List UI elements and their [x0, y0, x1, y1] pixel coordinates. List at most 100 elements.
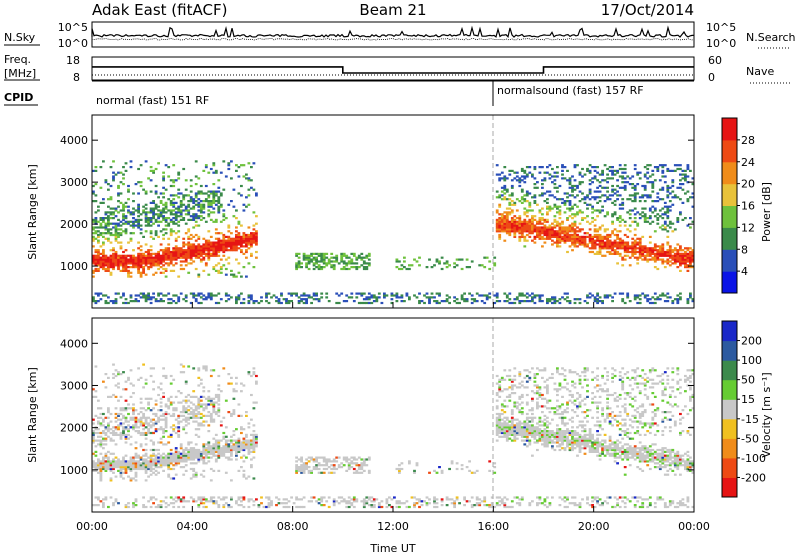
power-cell: [255, 232, 258, 235]
power-cell: [199, 200, 203, 203]
power-cell: [197, 235, 201, 238]
velocity-cell: [189, 447, 193, 450]
velocity-cell: [212, 445, 216, 448]
power-cell: [561, 198, 564, 201]
velocity-cell: [192, 448, 196, 452]
power-cell: [608, 239, 612, 242]
power-cell: [154, 300, 158, 303]
velocity-cell: [114, 460, 118, 463]
power-cell: [122, 250, 125, 254]
velocity-cell: [102, 502, 105, 505]
power-cell: [626, 245, 630, 248]
power-cell: [400, 296, 404, 299]
power-cell: [162, 228, 165, 231]
velocity-cell: [149, 460, 153, 463]
velocity-cell: [388, 496, 391, 499]
velocity-cell: [134, 456, 138, 459]
power-cell: [237, 243, 241, 246]
power-cell: [172, 179, 176, 182]
power-cell: [561, 237, 564, 240]
velocity-cell: [147, 467, 150, 471]
power-cell: [643, 184, 647, 188]
power-cell: [177, 188, 181, 191]
velocity-cell: [202, 395, 206, 398]
power-cell: [129, 271, 133, 274]
velocity-cell: [172, 477, 176, 480]
power-cell: [505, 296, 509, 299]
velocity-cell: [275, 504, 278, 507]
power-cell: [689, 258, 692, 261]
power-cell: [94, 254, 98, 257]
velocity-cell: [212, 443, 216, 446]
power-cell: [596, 235, 599, 238]
power-cell: [668, 200, 672, 203]
power-cell: [240, 239, 243, 242]
power-cell: [164, 218, 168, 221]
power-cell: [312, 264, 316, 267]
power-cell: [548, 298, 552, 301]
power-cell: [182, 254, 186, 257]
velocity-cell: [370, 500, 374, 503]
velocity-cell: [132, 416, 135, 419]
power-cell: [525, 230, 529, 233]
velocity-cell: [247, 475, 251, 478]
velocity-cell: [192, 467, 196, 471]
power-cell: [162, 177, 165, 180]
velocity-cell: [315, 467, 318, 471]
velocity-cell: [162, 395, 165, 398]
power-cell: [638, 254, 642, 257]
power-cell: [523, 198, 527, 201]
power-cell: [152, 169, 155, 172]
power-cell: [525, 220, 529, 223]
power-cell: [202, 243, 206, 246]
power-cell: [433, 296, 436, 299]
power-cell: [608, 243, 612, 246]
velocity-cell: [187, 454, 191, 457]
power-cell: [127, 273, 130, 276]
power-cell: [340, 254, 344, 257]
power-cell: [648, 298, 652, 301]
velocity-cell: [230, 479, 233, 482]
power-cell: [142, 235, 145, 238]
velocity-cell: [252, 500, 256, 503]
velocity-cell: [255, 374, 258, 378]
power-cell: [297, 296, 301, 299]
power-cell: [179, 247, 183, 250]
power-cell: [219, 239, 223, 242]
power-cell: [217, 198, 221, 201]
velocity-cell: [433, 469, 436, 472]
power-cell: [518, 301, 522, 305]
power-cell: [237, 296, 241, 299]
velocity-cell: [102, 464, 105, 467]
velocity-cell: [134, 475, 138, 478]
power-cell: [633, 294, 637, 297]
velocity-cell: [157, 428, 160, 431]
velocity-cell: [174, 500, 178, 503]
power-cell: [508, 233, 512, 237]
power-cell: [500, 224, 504, 227]
power-cell: [653, 243, 657, 246]
power-cell: [245, 249, 248, 252]
power-cell: [596, 171, 599, 174]
velocity-cell: [207, 450, 211, 453]
power-cell: [92, 235, 95, 238]
velocity-cell: [408, 460, 411, 463]
velocity-cell: [214, 448, 218, 452]
power-cell: [174, 262, 178, 265]
power-cell: [300, 300, 303, 303]
power-cell: [144, 243, 148, 246]
power-cell: [199, 190, 203, 193]
power-cell: [651, 301, 655, 305]
power-cell: [112, 177, 115, 180]
power-cell: [578, 235, 582, 238]
power-cell: [169, 201, 173, 204]
power-cell: [523, 230, 527, 233]
power-cell: [380, 301, 384, 305]
velocity-cell: [367, 496, 371, 499]
power-cell: [194, 196, 198, 199]
velocity-cell: [335, 456, 339, 459]
power-cell: [513, 232, 517, 235]
power-cell: [578, 200, 582, 203]
power-cell: [611, 173, 614, 176]
velocity-cell: [167, 458, 171, 461]
